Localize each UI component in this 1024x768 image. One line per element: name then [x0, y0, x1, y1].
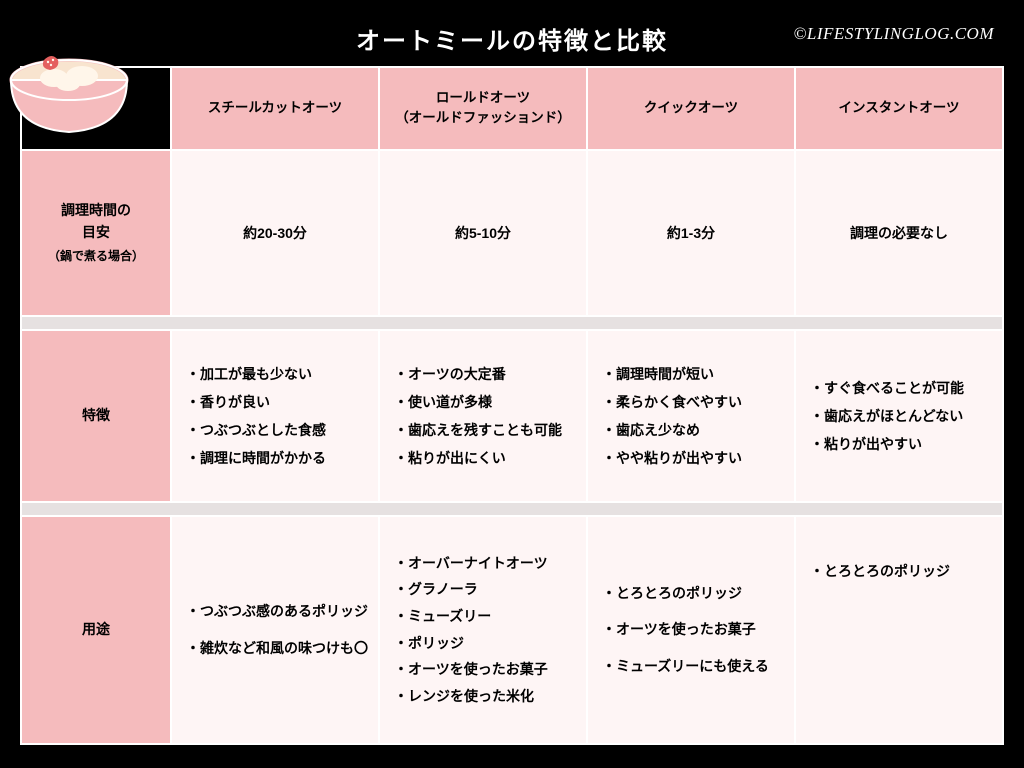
col-label: ロールドオーツ	[436, 90, 530, 105]
bullet-list: ・すぐ食べることが可能・歯応えがほとんどない・粘りが出やすい	[810, 374, 988, 458]
header: オートミールの特徴と比較 ©LIFESTYLINGLOG.COM	[20, 18, 1004, 58]
col-header-steel-cut: スチールカットオーツ	[171, 67, 379, 150]
cell-features-quick: ・調理時間が短い・柔らかく食べやすい・歯応え少なめ・やや粘りが出やすい	[587, 330, 795, 502]
row-label-sub: （鍋で煮る場合）	[26, 247, 166, 266]
row-features: 特徴 ・加工が最も少ない・香りが良い・つぶつぶとした食感・調理に時間がかかる ・…	[21, 330, 1003, 502]
comparison-table: スチールカットオーツ ロールドオーツ （オールドファッションド） クイックオーツ…	[20, 66, 1004, 745]
cell-features-steel: ・加工が最も少ない・香りが良い・つぶつぶとした食感・調理に時間がかかる	[171, 330, 379, 502]
bullet-list: ・調理時間が短い・柔らかく食べやすい・歯応え少なめ・やや粘りが出やすい	[602, 360, 780, 472]
row-uses: 用途 ・つぶつぶ感のあるポリッジ・雑炊など和風の味つけも〇 ・オーバーナイトオー…	[21, 516, 1003, 744]
table-header-row: スチールカットオーツ ロールドオーツ （オールドファッションド） クイックオーツ…	[21, 67, 1003, 150]
row-label-cook-time: 調理時間の 目安 （鍋で煮る場合）	[21, 150, 171, 316]
cell-cook-time-quick: 約1-3分	[587, 150, 795, 316]
col-header-instant: インスタントオーツ	[795, 67, 1003, 150]
page-root: オートミールの特徴と比較 ©LIFESTYLINGLOG.COM スチールカット…	[0, 0, 1024, 768]
cell-uses-steel: ・つぶつぶ感のあるポリッジ・雑炊など和風の味つけも〇	[171, 516, 379, 744]
cell-features-rolled: ・オーツの大定番・使い道が多様・歯応えを残すことも可能・粘りが出にくい	[379, 330, 587, 502]
col-header-rolled: ロールドオーツ （オールドファッションド）	[379, 67, 587, 150]
cell-uses-instant: ・とろとろのポリッジ	[795, 516, 1003, 744]
cell-features-instant: ・すぐ食べることが可能・歯応えがほとんどない・粘りが出やすい	[795, 330, 1003, 502]
cell-cook-time-rolled: 約5-10分	[379, 150, 587, 316]
page-title: オートミールの特徴と比較	[356, 21, 668, 56]
row-cook-time: 調理時間の 目安 （鍋で煮る場合） 約20-30分 約5-10分 約1-3分 調…	[21, 150, 1003, 316]
cell-cook-time-steel: 約20-30分	[171, 150, 379, 316]
cell-uses-rolled: ・オーバーナイトオーツ・グラノーラ・ミューズリー・ポリッジ・オーツを使ったお菓子…	[379, 516, 587, 744]
bullet-list: ・つぶつぶ感のあるポリッジ・雑炊など和風の味つけも〇	[186, 593, 364, 666]
col-header-quick: クイックオーツ	[587, 67, 795, 150]
row-label-features: 特徴	[21, 330, 171, 502]
row-label-text: 調理時間の 目安	[61, 202, 131, 240]
row-label-text: 特徴	[82, 407, 110, 423]
col-label: インスタントオーツ	[839, 100, 960, 115]
credit-text: ©LIFESTYLINGLOG.COM	[794, 24, 994, 44]
cell-uses-quick: ・とろとろのポリッジ・オーツを使ったお菓子・ミューズリーにも使える	[587, 516, 795, 744]
bullet-list: ・オーバーナイトオーツ・グラノーラ・ミューズリー・ポリッジ・オーツを使ったお菓子…	[394, 550, 572, 710]
col-label: クイックオーツ	[644, 100, 738, 115]
row-label-text: 用途	[82, 621, 110, 637]
bullet-list: ・オーツの大定番・使い道が多様・歯応えを残すことも可能・粘りが出にくい	[394, 360, 572, 472]
col-label: スチールカットオーツ	[208, 100, 342, 115]
cell-cook-time-instant: 調理の必要なし	[795, 150, 1003, 316]
oatmeal-bowl-icon	[4, 36, 134, 136]
bullet-list: ・加工が最も少ない・香りが良い・つぶつぶとした食感・調理に時間がかかる	[186, 360, 364, 472]
bullet-list: ・とろとろのポリッジ・オーツを使ったお菓子・ミューズリーにも使える	[602, 575, 780, 684]
gap-row	[21, 502, 1003, 516]
col-sub: （オールドファッションド）	[395, 110, 571, 125]
gap-row	[21, 316, 1003, 330]
bullet-list: ・とろとろのポリッジ	[810, 557, 988, 585]
row-label-uses: 用途	[21, 516, 171, 744]
